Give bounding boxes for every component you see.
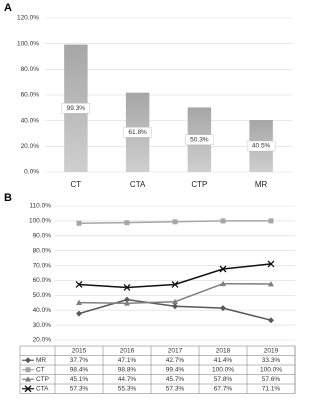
panel-label: A <box>4 2 12 14</box>
y-tick-label: 100.0% <box>17 40 39 47</box>
table-cell: 45.1% <box>70 376 89 383</box>
table-cell: 45.7% <box>166 376 185 383</box>
panel-label: B <box>4 192 12 204</box>
marker <box>124 300 130 306</box>
y-tick-label: 60.0% <box>21 92 40 99</box>
table-cell: 37.7% <box>70 357 89 364</box>
legend-label: CTA <box>36 385 49 392</box>
y-tick-label: 20.0% <box>33 337 52 344</box>
legend-marker <box>24 385 32 393</box>
table-cell: 99.4% <box>166 366 185 373</box>
marker <box>267 260 275 268</box>
marker <box>76 299 82 306</box>
table-cell: 57.8% <box>214 376 233 383</box>
x-tick-label: CT <box>71 180 82 189</box>
table-cell: 57.3% <box>70 385 89 392</box>
table-cell: 67.7% <box>214 385 233 392</box>
y-tick-label: 40.0% <box>33 307 52 314</box>
table-cell: 33.3% <box>262 357 281 364</box>
marker <box>124 220 130 226</box>
legend-marker <box>25 357 31 364</box>
x-tick-label: MR <box>255 180 268 189</box>
figure: A B 0.0% 20.0% 40.0% 60.0% 80.0% 100.0% 120.0%… <box>0 0 300 400</box>
table-cell: 98.8% <box>118 366 137 373</box>
marker <box>76 310 82 317</box>
legend-label: CTP <box>36 376 49 383</box>
marker <box>75 281 83 288</box>
x-tick-label: 2015 <box>72 347 87 354</box>
marker <box>172 298 178 305</box>
marker <box>268 281 274 287</box>
marker <box>268 218 274 224</box>
marker <box>171 281 179 288</box>
table-cell: 100.0% <box>260 366 282 373</box>
x-tick-label: 2019 <box>264 347 279 354</box>
y-tick-label: 30.0% <box>33 322 52 329</box>
y-tick-label: 60.0% <box>33 277 52 284</box>
background <box>0 0 300 400</box>
y-tick-label: 20.0% <box>21 143 40 150</box>
value-label: 40.5% <box>252 143 271 150</box>
value-label: 61.8% <box>128 129 147 136</box>
marker <box>220 280 226 287</box>
marker <box>172 303 178 310</box>
x-tick-label: 2017 <box>168 347 183 354</box>
marker <box>268 317 274 324</box>
marker <box>219 265 227 273</box>
y-tick-label: 120.0% <box>17 15 39 22</box>
y-tick-label: 0.0% <box>24 169 39 176</box>
marker <box>220 305 226 312</box>
label-box <box>123 127 152 138</box>
y-tick-label: 80.0% <box>33 247 52 254</box>
y-tick-label: 100.0% <box>29 218 51 225</box>
y-tick-label: 70.0% <box>33 262 52 269</box>
table-cell: 98.4% <box>70 366 89 373</box>
marker <box>220 218 226 224</box>
label-box <box>246 140 276 152</box>
table-cell: 57.6% <box>262 376 281 383</box>
table-cell: 42.7% <box>166 357 185 364</box>
legend-marker <box>25 376 31 382</box>
value-label: 50.3% <box>190 136 209 143</box>
y-tick-label: 80.0% <box>21 66 40 73</box>
table-cell: 44.7% <box>118 376 137 383</box>
marker <box>76 220 82 226</box>
value-label: 99.3% <box>67 105 86 112</box>
x-tick-label: 2018 <box>216 347 231 354</box>
legend-marker <box>25 367 31 373</box>
table-cell: 100.0% <box>212 366 234 373</box>
y-tick-label: 50.0% <box>33 292 52 299</box>
table-cell: 55.3% <box>118 385 137 392</box>
table-cell: 71.1% <box>262 385 281 392</box>
table-cell: 57.3% <box>166 385 185 392</box>
label-box <box>185 134 214 145</box>
legend-label: CT <box>36 366 45 373</box>
label-box <box>61 103 91 114</box>
x-tick-label: 2016 <box>120 347 135 354</box>
legend-label: MR <box>36 357 46 364</box>
table-cell: 41.4% <box>214 357 233 364</box>
marker <box>123 283 131 291</box>
x-tick-label: CTP <box>191 180 207 189</box>
marker <box>172 219 178 225</box>
y-tick-label: 110.0% <box>29 203 51 210</box>
x-tick-label: CTA <box>130 180 146 189</box>
y-tick-label: 40.0% <box>21 117 40 124</box>
marker <box>124 296 130 303</box>
y-tick-label: 90.0% <box>33 232 52 239</box>
table-cell: 47.1% <box>118 357 137 364</box>
